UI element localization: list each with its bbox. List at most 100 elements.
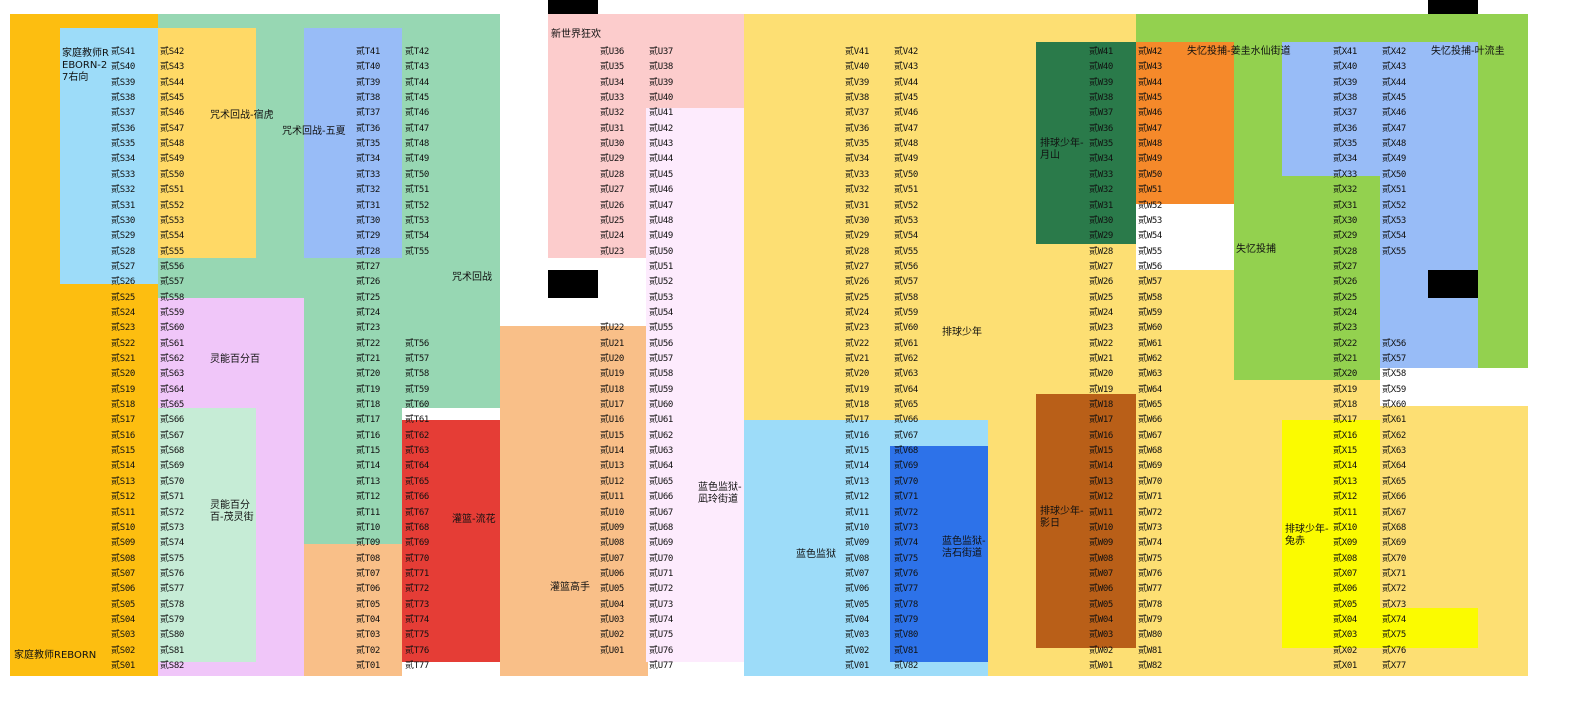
booth-label: 贰V38 [845, 93, 870, 104]
booth-label: 贰T65 [405, 476, 430, 487]
booth-label: 贰V66 [894, 415, 919, 426]
booth-label: 贰T61 [405, 415, 430, 426]
booth-label: 贰S50 [160, 169, 185, 180]
zone-label-new-world: 新世界狂欢 [551, 29, 601, 40]
booth-label: 贰T26 [356, 277, 381, 288]
booth-label: 贰S35 [111, 139, 136, 150]
booth-label: 贰T54 [405, 231, 430, 242]
booth-label: 贰V50 [894, 169, 919, 180]
booth-label: 贰T69 [405, 538, 430, 549]
booth-label: 贰U48 [649, 215, 674, 226]
booth-label: 贰W06 [1089, 584, 1114, 595]
booth-label: 贰U37 [649, 47, 674, 57]
booth-label: 贰S73 [160, 522, 185, 533]
booth-label: 贰S39 [111, 77, 136, 88]
booth-label: 贰U21 [600, 338, 625, 349]
booth-label: 贰T35 [356, 139, 381, 150]
booth-label: 贰W26 [1089, 277, 1114, 288]
booth-label: 贰X11 [1333, 507, 1358, 518]
booth-label: 贰W30 [1089, 215, 1114, 226]
booth-label: 贰V35 [845, 139, 870, 150]
booth-label: 贰W03 [1089, 630, 1114, 641]
booth-label: 贰T32 [356, 185, 381, 196]
booth-label: 贰T58 [405, 369, 430, 380]
booth-label: 贰X66 [1382, 492, 1407, 503]
booth-label: 贰V48 [894, 139, 919, 150]
booth-label: 贰T34 [356, 154, 381, 165]
booth-label: 贰W16 [1089, 430, 1114, 441]
booth-label: 贰S70 [160, 476, 185, 487]
booth-label: 贰T60 [405, 400, 430, 411]
booth-label: 贰U60 [649, 400, 674, 411]
booth-label: 贰X13 [1333, 476, 1358, 487]
booth-label: 贰X76 [1382, 645, 1407, 656]
booth-label: 贰W41 [1089, 47, 1114, 57]
booth-label: 贰S10 [111, 522, 136, 533]
booth-label: 贰S24 [111, 307, 136, 318]
booth-label: 贰S31 [111, 200, 136, 211]
zone-label-slam-dunk-rukawa: 灌篮-流花 [452, 514, 496, 525]
booth-label: 贰V65 [894, 400, 919, 411]
booth-label: 贰U49 [649, 231, 674, 242]
booth-label: 贰V78 [894, 599, 919, 610]
booth-label: 贰V29 [845, 231, 870, 242]
booth-label: 贰W47 [1138, 123, 1163, 134]
booth-label: 贰S78 [160, 599, 185, 610]
booth-label: 贰U42 [649, 123, 674, 134]
booth-label: 贰X34 [1333, 154, 1358, 165]
booth-label: 贰V58 [894, 292, 919, 303]
booth-label: 贰X53 [1382, 215, 1407, 226]
booth-label: 贰V32 [845, 185, 870, 196]
booth-label: 贰W45 [1138, 93, 1163, 104]
booth-label: 贰V15 [845, 446, 870, 457]
booth-label: 贰U47 [649, 200, 674, 211]
booth-label: 贰U45 [649, 169, 674, 180]
booth-label: 贰S19 [111, 384, 136, 395]
booth-label: 贰V64 [894, 384, 919, 395]
booth-label: 贰S38 [111, 93, 136, 104]
booth-label: 贰U18 [600, 384, 625, 395]
booth-label: 贰S32 [111, 185, 136, 196]
booth-label: 贰T22 [356, 338, 381, 349]
booth-label: 贰U57 [649, 354, 674, 364]
booth-label: 贰T30 [356, 215, 381, 226]
booth-label: 贰U77 [649, 661, 674, 671]
booth-label: 贰S80 [160, 630, 185, 641]
booth-label: 贰W79 [1138, 614, 1163, 625]
booth-label: 贰X42 [1382, 47, 1407, 57]
booth-label: 贰W76 [1138, 568, 1163, 579]
booth-label: 贰T06 [356, 584, 381, 595]
booth-label: 贰S22 [111, 338, 136, 349]
booth-label: 贰T01 [356, 661, 381, 671]
booth-label: 贰S62 [160, 354, 185, 364]
booth-label: 贰S79 [160, 614, 185, 625]
booth-label: 贰V21 [845, 354, 870, 364]
booth-label: 贰S03 [111, 630, 136, 641]
booth-label: 贰W50 [1138, 169, 1163, 180]
booth-label: 贰X67 [1382, 507, 1407, 518]
booth-label: 贰T14 [356, 461, 381, 472]
booth-label: 贰U63 [649, 446, 674, 457]
slam-dunk-region-b [500, 420, 548, 676]
booth-label: 贰V74 [894, 538, 919, 549]
booth-label: 贰V49 [894, 154, 919, 165]
booth-label: 贰U34 [600, 77, 625, 88]
booth-label: 贰W32 [1089, 185, 1114, 196]
booth-label: 贰X14 [1333, 461, 1358, 472]
booth-label: 贰T72 [405, 584, 430, 595]
zone-label-nanatsu-a: 失忆投捕-姜圭水仙街道 [1187, 46, 1291, 57]
booth-label: 贰U28 [600, 169, 625, 180]
booth-label: 贰S21 [111, 354, 136, 364]
booth-label: 贰X10 [1333, 522, 1358, 533]
booth-label: 贰W23 [1089, 323, 1114, 334]
booth-label: 贰S14 [111, 461, 136, 472]
booth-label: 贰W10 [1089, 522, 1114, 533]
booth-label: 贰W14 [1089, 461, 1114, 472]
booth-label: 贰X60 [1382, 400, 1407, 411]
booth-label: 贰W75 [1138, 553, 1163, 564]
haikyu-tsukishima-region [1036, 42, 1136, 244]
booth-label: 贰T57 [405, 354, 430, 364]
booth-label: 贰V03 [845, 630, 870, 641]
booth-label: 贰V75 [894, 553, 919, 564]
zone-label-blue-lock: 蓝色监狱 [796, 549, 836, 560]
